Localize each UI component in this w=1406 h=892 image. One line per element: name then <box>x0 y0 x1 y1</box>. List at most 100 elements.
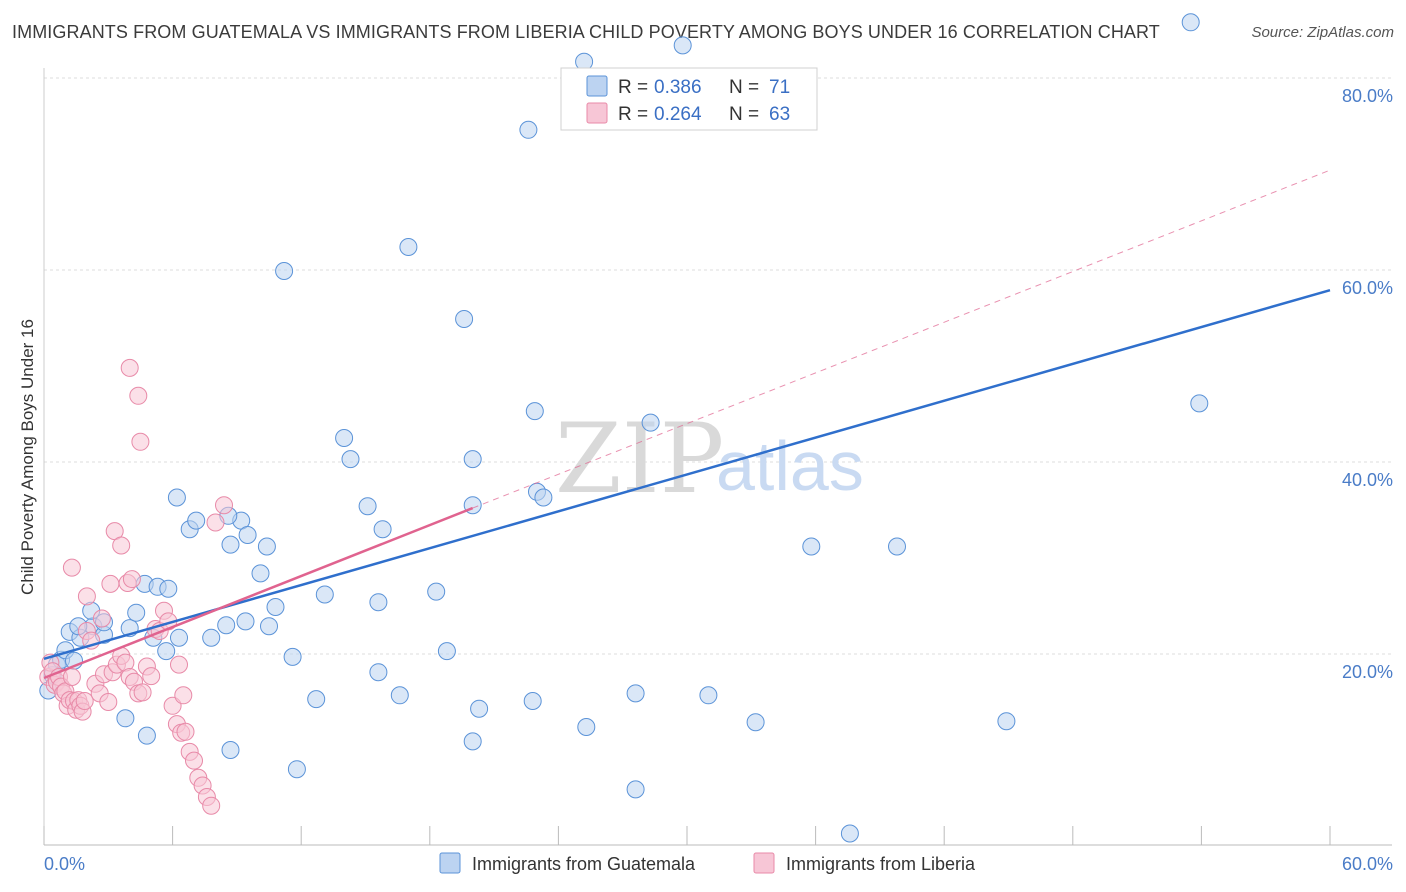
point-guatemala <box>167 488 186 507</box>
point-guatemala <box>1190 394 1209 413</box>
point-guatemala <box>275 262 294 280</box>
point-guatemala <box>127 603 146 622</box>
point-liberia <box>99 693 118 711</box>
point-liberia <box>215 496 233 515</box>
point-guatemala <box>746 713 765 732</box>
point-liberia <box>133 683 152 702</box>
y-tick-label: 40.0% <box>1342 470 1393 490</box>
point-guatemala <box>641 413 660 432</box>
legend-swatch-liberia <box>753 852 775 874</box>
point-liberia <box>129 386 148 405</box>
point-liberia <box>174 686 193 705</box>
point-guatemala <box>369 663 388 682</box>
point-liberia <box>75 692 94 710</box>
chart-source: Source: ZipAtlas.com <box>1251 24 1394 41</box>
point-guatemala <box>455 310 474 328</box>
point-guatemala <box>157 642 176 661</box>
point-liberia <box>202 796 221 815</box>
point-guatemala <box>341 450 360 469</box>
point-guatemala <box>236 612 255 631</box>
point-guatemala <box>427 582 446 601</box>
point-guatemala <box>187 511 206 530</box>
y-tick-label: 80.0% <box>1342 86 1393 106</box>
legend-label-liberia: Immigrants from Liberia <box>786 854 976 874</box>
legend-r-label: R = <box>618 104 648 125</box>
y-tick-label: 20.0% <box>1342 662 1393 682</box>
watermark: ZIP atlas <box>555 403 864 515</box>
point-guatemala <box>170 628 188 647</box>
point-liberia <box>142 667 161 686</box>
x-tick-label: 0.0% <box>44 854 85 874</box>
legend-swatch-guatemala <box>439 852 461 874</box>
legend-top: R = 0.386 N = 71 R = 0.264 N = 63 <box>560 67 818 131</box>
point-guatemala <box>626 780 645 799</box>
trend-line-liberia <box>43 506 474 680</box>
point-guatemala <box>840 824 859 843</box>
legend-n-value: 63 <box>769 104 790 125</box>
point-guatemala <box>287 760 306 779</box>
legend-r-value: 0.264 <box>654 104 702 125</box>
point-guatemala <box>673 36 692 55</box>
point-liberia <box>77 587 96 606</box>
point-guatemala <box>283 647 302 666</box>
point-guatemala <box>260 617 278 636</box>
point-guatemala <box>137 726 156 745</box>
point-guatemala <box>358 497 377 516</box>
point-liberia <box>185 751 203 770</box>
point-guatemala <box>335 429 354 447</box>
point-guatemala <box>373 520 392 539</box>
point-liberia <box>176 722 195 741</box>
watermark-zip: ZIP <box>555 403 724 515</box>
point-guatemala <box>369 593 388 612</box>
point-guatemala <box>577 718 596 736</box>
point-liberia <box>101 574 120 593</box>
point-liberia <box>92 609 111 628</box>
legend-r-value: 0.386 <box>654 77 702 98</box>
point-guatemala <box>523 692 542 710</box>
point-liberia <box>112 536 131 555</box>
chart-title: IMMIGRANTS FROM GUATEMALA VS IMMIGRANTS … <box>12 22 1160 42</box>
point-guatemala <box>202 628 221 647</box>
series-liberia <box>39 358 233 815</box>
point-guatemala <box>266 598 285 616</box>
y-axis-title: Child Poverty Among Boys Under 16 <box>18 319 37 595</box>
point-guatemala <box>1181 13 1200 32</box>
point-guatemala <box>626 684 645 703</box>
watermark-atlas: atlas <box>716 427 864 505</box>
point-guatemala <box>390 686 409 705</box>
point-guatemala <box>470 699 489 718</box>
point-liberia <box>170 655 188 674</box>
point-guatemala <box>463 732 482 751</box>
point-guatemala <box>251 564 270 583</box>
grid-lines <box>44 77 1392 655</box>
axes <box>43 68 1392 846</box>
trend-lines <box>43 169 1331 680</box>
series-guatemala <box>39 13 1209 843</box>
point-liberia <box>120 358 139 377</box>
point-liberia <box>131 432 150 451</box>
point-liberia <box>62 668 81 686</box>
point-guatemala <box>997 712 1016 731</box>
point-guatemala <box>399 238 418 256</box>
point-guatemala <box>159 579 178 598</box>
legend-r-label: R = <box>618 77 648 98</box>
legend-n-label: N = <box>729 104 759 125</box>
point-guatemala <box>257 537 276 556</box>
point-liberia <box>206 513 225 532</box>
point-guatemala <box>315 585 334 604</box>
legend-swatch-liberia <box>586 102 608 124</box>
legend-n-label: N = <box>729 77 759 98</box>
point-guatemala <box>463 450 482 469</box>
point-guatemala <box>437 642 456 661</box>
trend-line-guatemala <box>43 288 1331 661</box>
point-guatemala <box>519 120 538 139</box>
point-guatemala <box>888 537 906 556</box>
point-guatemala <box>525 402 544 421</box>
point-guatemala <box>307 690 326 709</box>
tick-labels: 0.0% 60.0% 20.0% 40.0% 60.0% 80.0% <box>44 86 1393 874</box>
legend-swatch-guatemala <box>586 75 608 97</box>
point-guatemala <box>534 488 553 507</box>
point-guatemala <box>221 535 240 554</box>
point-guatemala <box>699 686 718 705</box>
